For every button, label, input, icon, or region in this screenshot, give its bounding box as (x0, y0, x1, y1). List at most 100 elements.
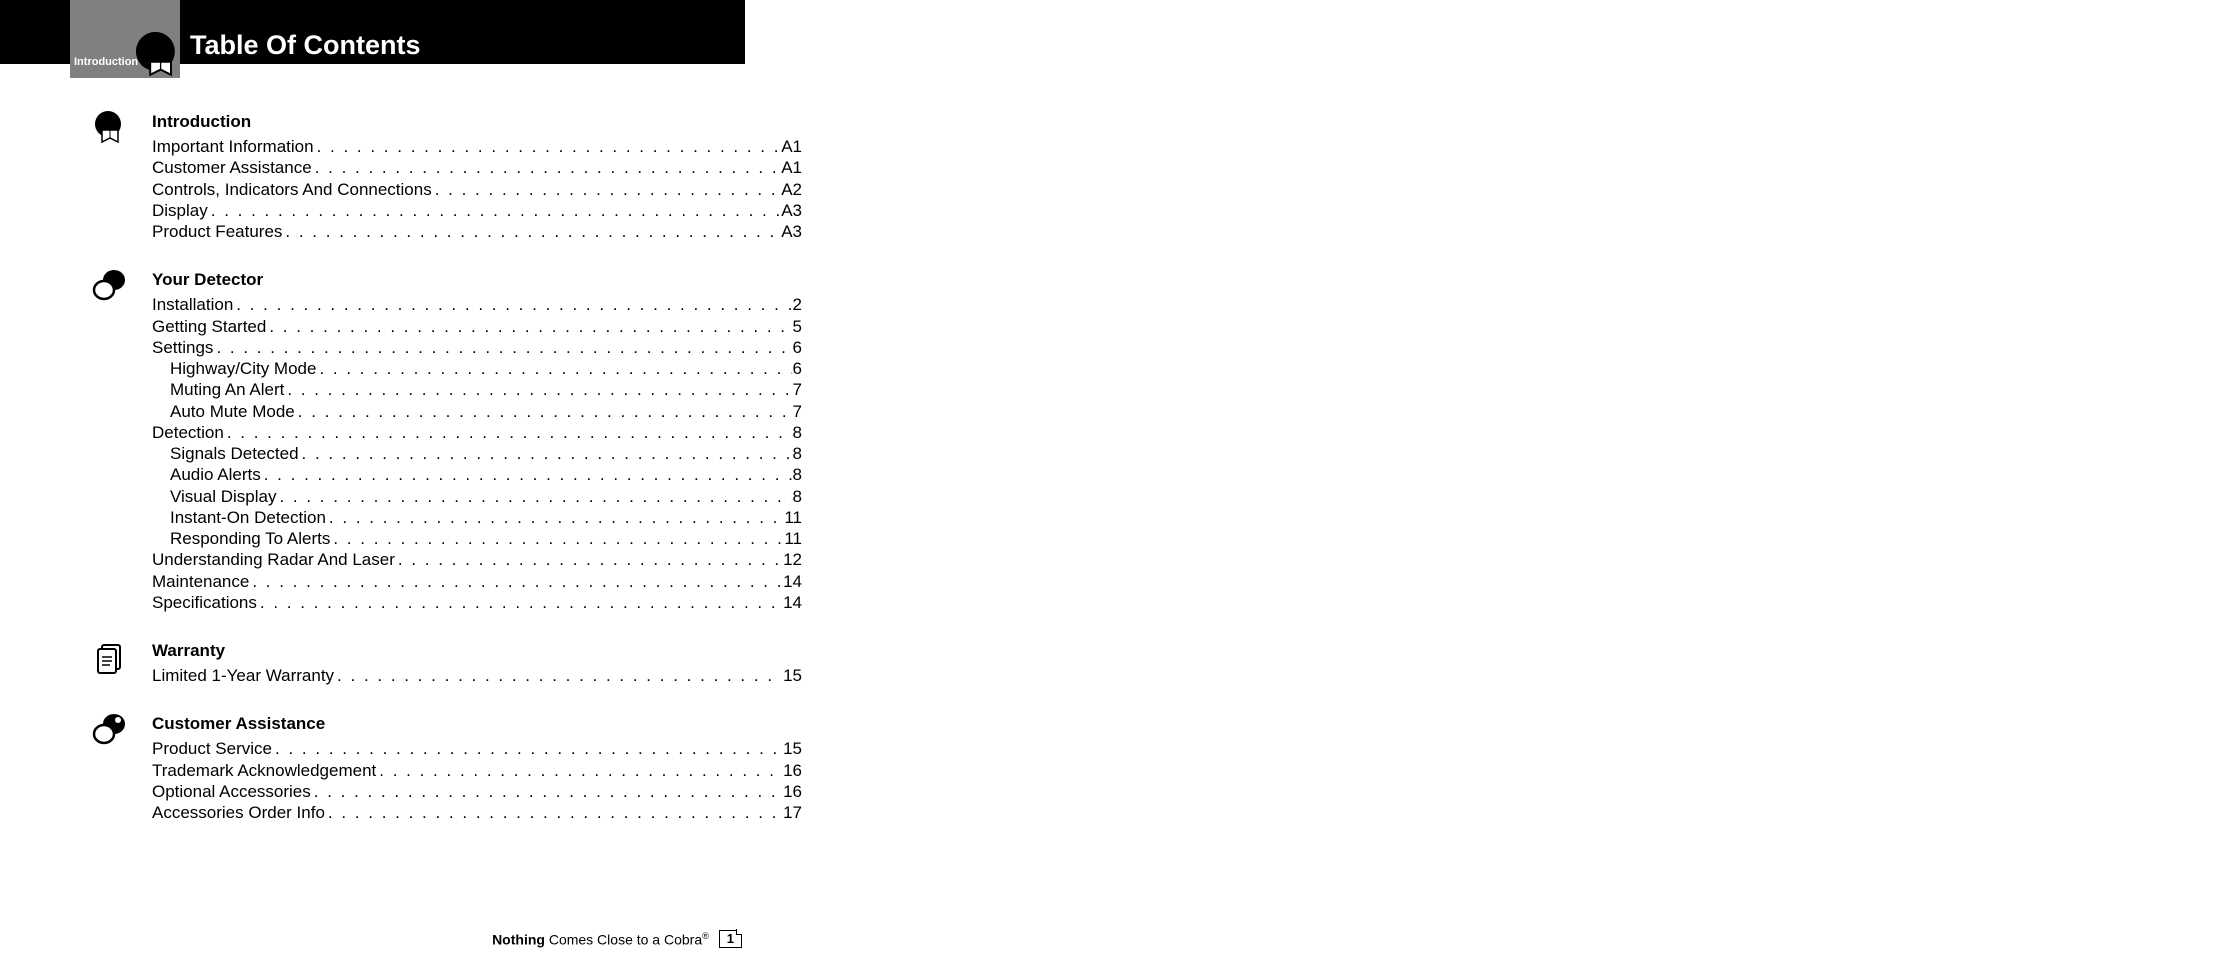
toc-entry: Important Information A1 (152, 136, 802, 157)
toc-entry: Responding To Alerts 11 (152, 528, 802, 549)
toc-entry: Muting An Alert 7 (152, 379, 802, 400)
toc-entry-page: 11 (783, 528, 802, 549)
book-icon (90, 108, 130, 148)
toc-entry: Specifications 14 (152, 592, 802, 613)
toc-entry: Visual Display 8 (152, 486, 802, 507)
toc-entry: Optional Accessories 16 (152, 781, 802, 802)
toc-entry: Display A3 (152, 200, 802, 221)
footer-sup: ® (702, 931, 709, 941)
toc-leader-dots (311, 781, 782, 802)
toc-leader-dots (325, 802, 782, 823)
toc-entry-label: Muting An Alert (152, 379, 284, 400)
toc-entry-label: Visual Display (152, 486, 276, 507)
toc-entry-label: Instant-On Detection (152, 507, 326, 528)
toc-leader-dots (249, 571, 782, 592)
toc-entry: Maintenance 14 (152, 571, 802, 592)
toc-entry-page: 6 (792, 337, 802, 358)
toc-entry-page: A3 (780, 221, 802, 242)
toc-entry: Limited 1-Year Warranty 15 (152, 665, 802, 686)
toc-entry-page: 14 (782, 592, 802, 613)
toc-entry: Customer Assistance A1 (152, 157, 802, 178)
toc-entry-label: Responding To Alerts (152, 528, 330, 549)
toc-entry-label: Product Service (152, 738, 272, 759)
toc-entry-page: 15 (782, 738, 802, 759)
footer-tagline: Nothing Comes Close to a Cobra® (492, 931, 709, 948)
toc-entry-page: 8 (792, 422, 802, 443)
toc-entry: Product Service 15 (152, 738, 802, 759)
toc-entry-label: Getting Started (152, 316, 266, 337)
toc-section-title: Introduction (152, 112, 802, 132)
toc-entry: Trademark Acknowledgement 16 (152, 760, 802, 781)
toc-entry: Settings 6 (152, 337, 802, 358)
toc-leader-dots (316, 358, 791, 379)
toc-leader-dots (326, 507, 783, 528)
toc-entry: Auto Mute Mode 7 (152, 401, 802, 422)
toc-entry-page: 8 (792, 464, 802, 485)
toc-leader-dots (282, 221, 780, 242)
book-icon (132, 28, 184, 80)
toc-section: IntroductionImportant Information A1Cust… (152, 112, 802, 242)
toc-section: Warranty Limited 1-Year Warranty 15 (152, 641, 802, 686)
toc-entry-page: 16 (782, 781, 802, 802)
toc-entry-label: Optional Accessories (152, 781, 311, 802)
toc-entry-label: Installation (152, 294, 233, 315)
toc-entry-label: Auto Mute Mode (152, 401, 295, 422)
toc-leader-dots (276, 486, 791, 507)
toc-entry-label: Product Features (152, 221, 282, 242)
toc-entry-page: 8 (792, 486, 802, 507)
toc-leader-dots (272, 738, 782, 759)
toc-entry-page: 15 (782, 665, 802, 686)
footer-rest: Comes Close to a Cobra (545, 931, 702, 947)
toc-entry-page: 12 (782, 549, 802, 570)
toc-leader-dots (395, 549, 782, 570)
toc-entry-page: 17 (782, 802, 802, 823)
toc-entry-label: Accessories Order Info (152, 802, 325, 823)
toc-entry: Getting Started 5 (152, 316, 802, 337)
toc-section-title: Your Detector (152, 270, 802, 290)
toc-entry-page: A2 (780, 179, 802, 200)
document-page: Introduction Table Of Contents Introduct… (0, 0, 2215, 975)
toc-entry: Instant-On Detection 11 (152, 507, 802, 528)
toc-entry: Controls, Indicators And Connections A2 (152, 179, 802, 200)
toc-entry-label: Audio Alerts (152, 464, 261, 485)
toc-leader-dots (284, 379, 791, 400)
toc-entry-label: Controls, Indicators And Connections (152, 179, 432, 200)
toc-leader-dots (266, 316, 791, 337)
toc-entry-page: 5 (792, 316, 802, 337)
detector-icon (90, 266, 130, 306)
toc-entry-page: 6 (792, 358, 802, 379)
toc-entry-label: Important Information (152, 136, 314, 157)
toc-entry: Highway/City Mode 6 (152, 358, 802, 379)
toc-leader-dots (432, 179, 780, 200)
toc-entry-page: 14 (782, 571, 802, 592)
toc-entry-label: Highway/City Mode (152, 358, 316, 379)
footer-page-number: 1 (719, 930, 742, 948)
toc-entry-page: 11 (783, 507, 802, 528)
header-tab-label: Introduction (74, 56, 138, 68)
toc-entry: Product Features A3 (152, 221, 802, 242)
footer-strong: Nothing (492, 931, 545, 947)
toc-leader-dots (376, 760, 782, 781)
toc-entry-label: Display (152, 200, 208, 221)
toc-leader-dots (224, 422, 792, 443)
toc-leader-dots (334, 665, 782, 686)
toc-entry: Detection 8 (152, 422, 802, 443)
toc-leader-dots (312, 157, 781, 178)
toc-entry: Signals Detected 8 (152, 443, 802, 464)
footer: Nothing Comes Close to a Cobra® 1 (152, 930, 742, 948)
toc-section: Customer Assistance Product Service 15Tra… (152, 714, 802, 823)
toc-entry-label: Specifications (152, 592, 257, 613)
toc-leader-dots (295, 401, 792, 422)
toc-leader-dots (314, 136, 781, 157)
toc-leader-dots (233, 294, 791, 315)
toc-section-title: Warranty (152, 641, 802, 661)
toc-section-title: Customer Assistance (152, 714, 802, 734)
toc-leader-dots (213, 337, 791, 358)
toc-entry-page: A1 (780, 157, 802, 178)
toc-entry-label: Limited 1-Year Warranty (152, 665, 334, 686)
toc-entry-label: Customer Assistance (152, 157, 312, 178)
toc-entry-label: Settings (152, 337, 213, 358)
page-title: Table Of Contents (190, 30, 421, 61)
toc-leader-dots (330, 528, 783, 549)
toc-entry: Accessories Order Info 17 (152, 802, 802, 823)
